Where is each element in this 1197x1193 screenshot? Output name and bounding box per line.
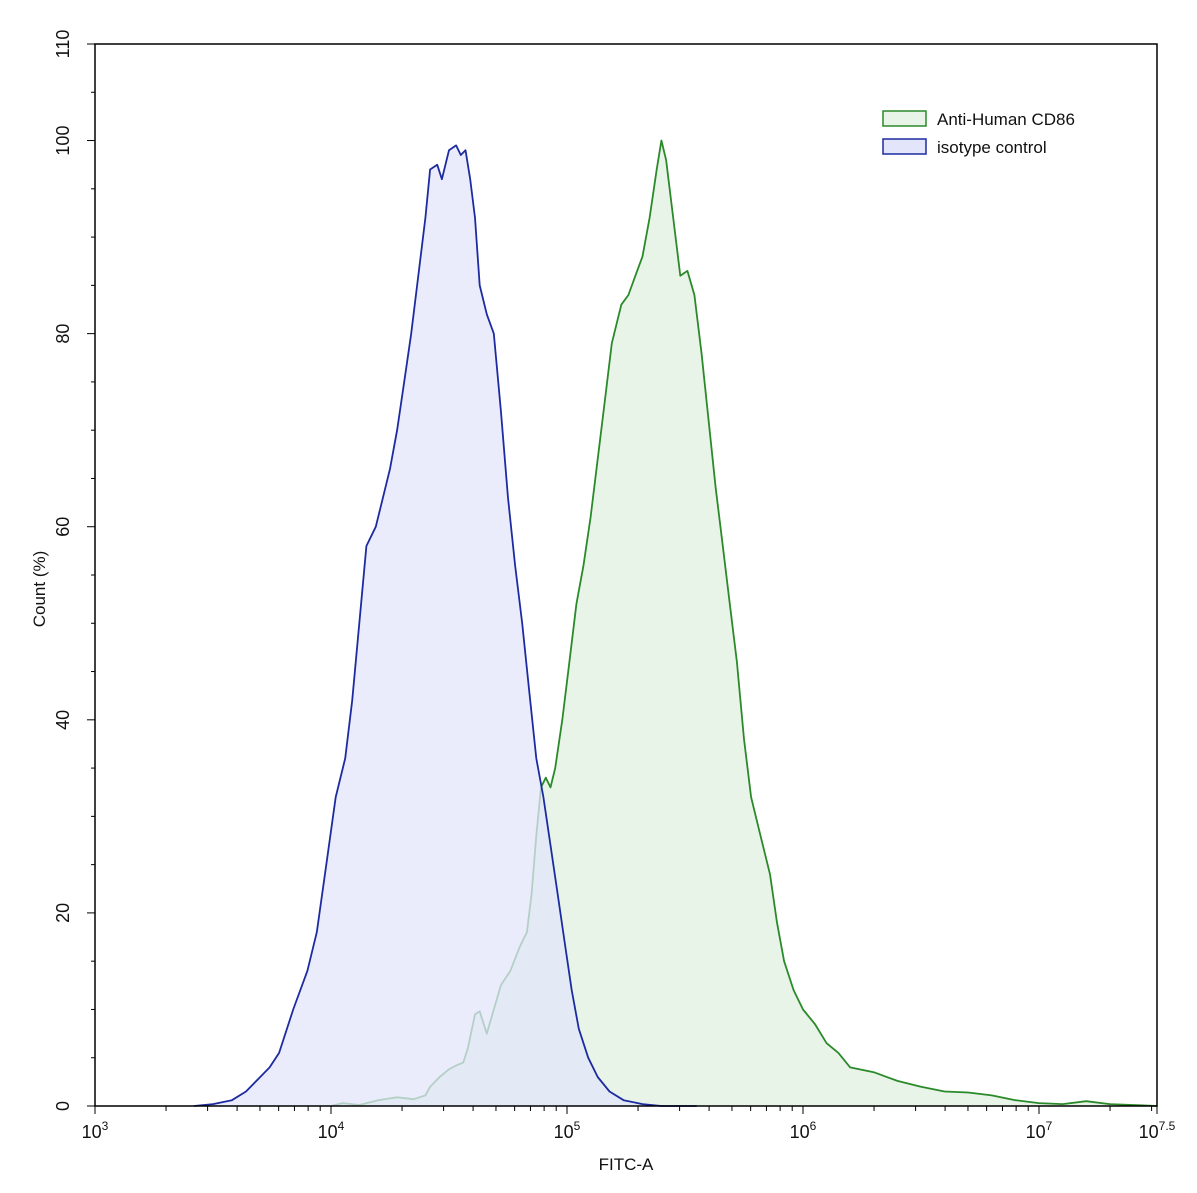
y-tick-label: 0 (53, 1101, 73, 1111)
x-tick-label: 104 (318, 1119, 345, 1142)
plot-area (94, 43, 1158, 1107)
legend-label: isotype control (937, 138, 1047, 157)
legend-swatch (882, 138, 927, 155)
x-tick-label: 107 (1026, 1119, 1053, 1142)
x-tick-label: 106 (790, 1119, 817, 1142)
x-tick-label: 105 (554, 1119, 581, 1142)
y-axis: 0 20 40 60 80 100 110 (53, 30, 95, 1111)
x-axis-title: FITC-A (599, 1155, 654, 1174)
y-tick-label: 20 (53, 903, 73, 923)
y-axis-title: Count (%) (30, 551, 49, 628)
y-tick-label: 100 (53, 126, 73, 156)
x-tick-label: 103 (82, 1119, 109, 1142)
y-tick-label: 60 (53, 517, 73, 537)
legend-swatch (882, 110, 927, 127)
y-tick-label: 80 (53, 324, 73, 344)
series-line-1 (194, 144, 697, 1107)
legend: Anti-Human CD86 isotype control (882, 110, 1075, 157)
series-layer (194, 139, 1158, 1107)
x-tick-label: 107.5 (1139, 1119, 1176, 1142)
series-area-1 (194, 145, 697, 1106)
y-tick-label: 110 (53, 30, 73, 59)
legend-label: Anti-Human CD86 (937, 110, 1075, 129)
x-axis: 103 104 105 106 107 107.5 (82, 1106, 1176, 1142)
y-tick-label: 40 (53, 710, 73, 730)
